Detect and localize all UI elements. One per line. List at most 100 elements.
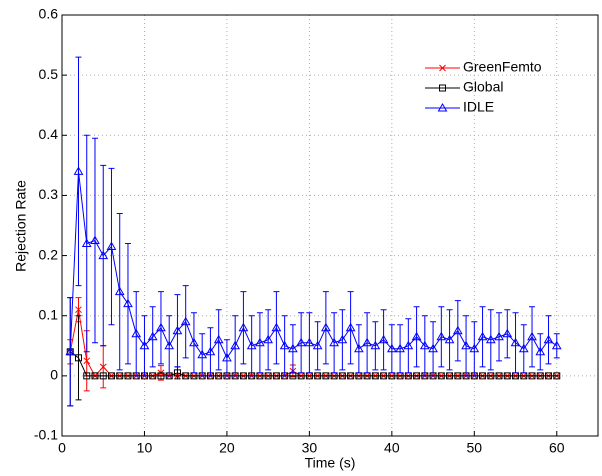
error-bar xyxy=(388,324,395,374)
error-bar xyxy=(281,315,288,377)
error-bar xyxy=(504,309,511,359)
marker xyxy=(99,372,107,380)
error-bar xyxy=(174,294,181,368)
marker xyxy=(230,340,241,350)
series-line xyxy=(69,351,557,377)
marker xyxy=(487,372,495,380)
error-bar xyxy=(248,315,255,377)
error-bar xyxy=(289,324,296,374)
y-tick-label: 0.3 xyxy=(39,186,59,202)
marker xyxy=(304,337,315,347)
error-bar xyxy=(215,309,222,371)
error-bar xyxy=(397,324,404,374)
error-bar xyxy=(306,312,313,374)
x-tick-label: 10 xyxy=(137,440,153,456)
error-bar xyxy=(124,243,131,365)
error-bar xyxy=(553,333,560,359)
error-bar xyxy=(265,309,272,371)
marker xyxy=(147,331,158,341)
marker xyxy=(494,331,504,341)
error-bar xyxy=(545,315,552,365)
marker xyxy=(83,372,91,380)
error-bar xyxy=(537,333,544,371)
marker xyxy=(65,346,76,356)
x-tick-label: 20 xyxy=(219,440,235,456)
marker xyxy=(386,343,397,353)
marker xyxy=(437,102,448,112)
marker xyxy=(288,343,298,353)
marker xyxy=(437,372,445,380)
marker xyxy=(106,241,117,251)
x-tick-label: 60 xyxy=(549,440,565,456)
marker xyxy=(271,322,282,332)
error-bar xyxy=(380,309,387,371)
marker xyxy=(272,372,280,380)
marker xyxy=(439,64,446,72)
error-bar xyxy=(331,312,338,374)
error-bar xyxy=(339,309,346,371)
error-bar xyxy=(75,56,82,287)
marker xyxy=(535,346,546,356)
marker xyxy=(337,334,348,344)
marker xyxy=(347,372,355,380)
legend-label: Global xyxy=(463,79,503,95)
marker xyxy=(205,346,216,356)
y-tick-label: 0.5 xyxy=(39,66,59,82)
marker xyxy=(312,340,323,350)
marker xyxy=(527,331,537,341)
marker xyxy=(75,306,82,314)
error-bar xyxy=(421,315,428,377)
error-bar xyxy=(322,291,329,365)
marker xyxy=(156,322,166,332)
marker xyxy=(81,238,92,248)
error-bar xyxy=(174,366,181,380)
error-bar xyxy=(298,312,305,374)
marker xyxy=(90,235,100,245)
marker xyxy=(239,372,247,380)
marker xyxy=(477,331,488,341)
y-axis-label: Rejection Rate xyxy=(13,180,29,272)
marker xyxy=(215,372,223,380)
error-bar xyxy=(141,315,148,377)
marker xyxy=(543,334,554,344)
x-tick-label: 0 xyxy=(58,440,66,456)
marker xyxy=(452,325,463,335)
marker xyxy=(454,372,462,380)
marker xyxy=(91,372,99,380)
error-bar xyxy=(454,300,461,362)
marker xyxy=(338,372,346,380)
marker xyxy=(172,325,183,335)
marker xyxy=(403,340,414,350)
marker xyxy=(238,322,249,332)
error-bar xyxy=(364,312,371,374)
marker xyxy=(395,343,405,353)
error-bar xyxy=(223,339,230,377)
marker xyxy=(116,372,124,380)
marker xyxy=(536,372,544,380)
marker xyxy=(182,372,190,380)
marker xyxy=(123,298,133,308)
marker xyxy=(329,337,339,347)
error-bar xyxy=(240,291,247,365)
error-bar xyxy=(529,306,536,368)
marker xyxy=(411,331,422,341)
x-tick-label: 50 xyxy=(467,440,483,456)
marker xyxy=(164,340,175,350)
error-bar xyxy=(430,321,437,377)
error-bar xyxy=(471,321,478,377)
marker xyxy=(378,334,389,344)
marker xyxy=(444,334,455,344)
error-bar xyxy=(166,315,173,377)
marker xyxy=(446,372,454,380)
error-bar xyxy=(347,291,354,365)
legend-label: GreenFemto xyxy=(463,59,542,75)
error-bar xyxy=(405,318,412,374)
marker xyxy=(139,340,150,350)
y-tick-label: 0.6 xyxy=(39,6,59,22)
marker xyxy=(255,337,265,347)
marker xyxy=(107,372,115,380)
y-tick-label: -0.1 xyxy=(34,427,58,443)
series-line xyxy=(69,171,558,359)
